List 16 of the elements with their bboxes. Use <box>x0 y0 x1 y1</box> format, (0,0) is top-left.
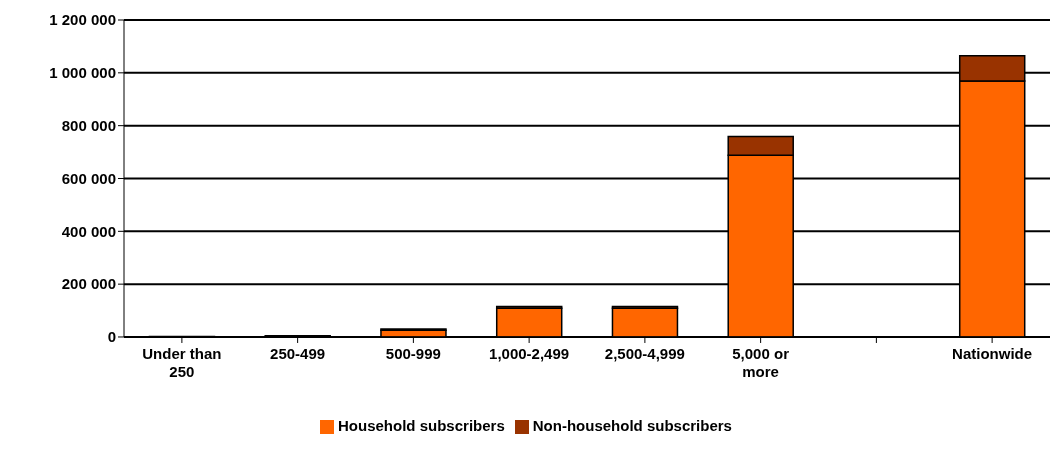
x-tick-label: 5,000 or more <box>732 344 790 380</box>
x-tick-label: Nationwide <box>952 344 1033 362</box>
x-tick-label: Under than 250 <box>142 344 222 380</box>
x-tick-label: 2,500-4,999 <box>604 344 685 362</box>
y-tick-label: 1 200 000 <box>49 11 116 29</box>
y-tick-label: 0 <box>107 328 116 346</box>
x-tick-label: 1,000-2,499 <box>489 344 570 362</box>
legend-label: Household subscribers <box>338 416 505 434</box>
x-tick-label: 500-999 <box>385 344 441 362</box>
y-tick-label: 800 000 <box>61 116 116 134</box>
y-tick-label: 1 000 000 <box>49 64 116 82</box>
y-tick-label: 600 000 <box>61 169 116 187</box>
y-tick-label: 400 000 <box>61 222 116 240</box>
x-tick-label: 250-499 <box>270 344 326 362</box>
legend-label: Non-household subscribers <box>532 416 732 434</box>
y-tick-label: 200 000 <box>61 275 116 293</box>
